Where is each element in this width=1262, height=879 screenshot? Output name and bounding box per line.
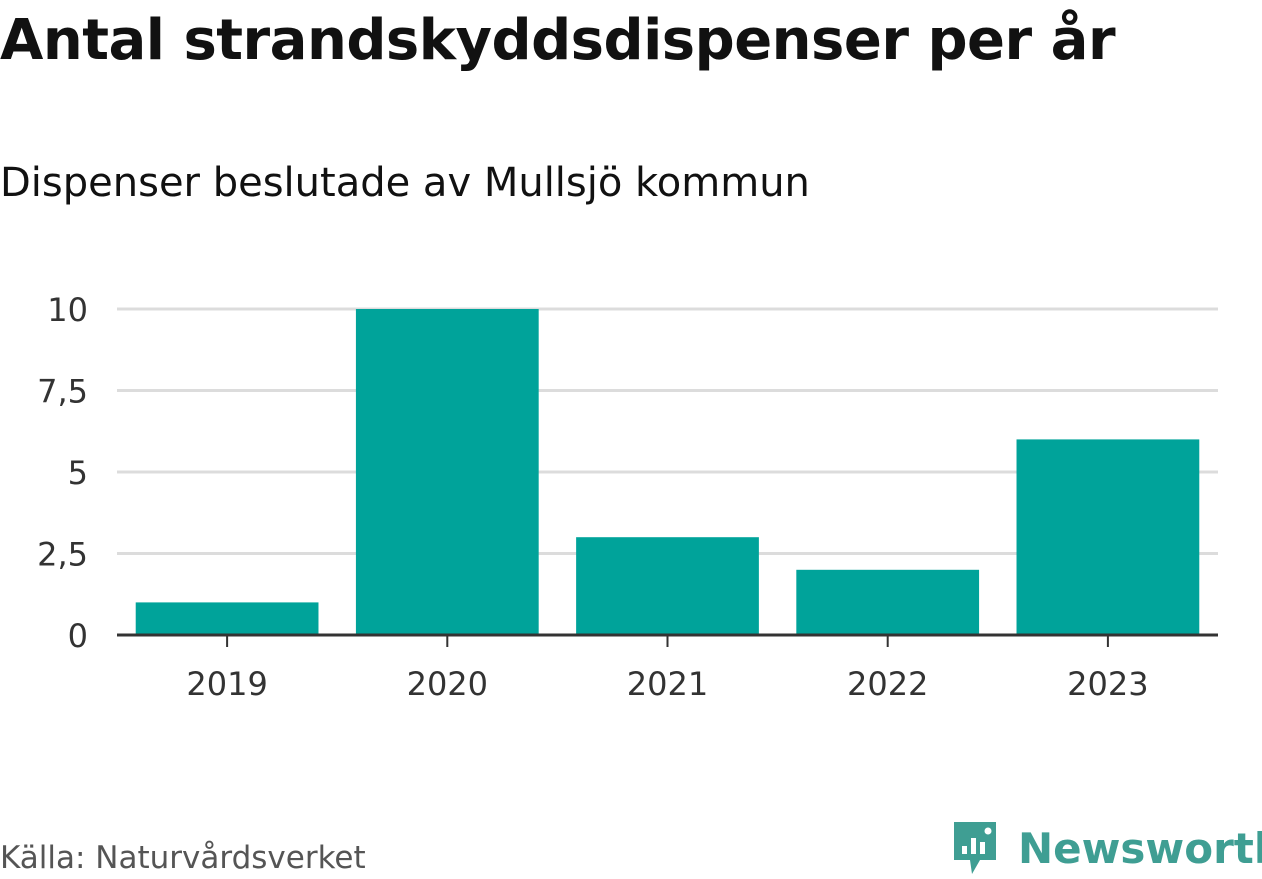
brand-name: Newsworthy (1018, 823, 1262, 873)
x-tick-label: 2019 (186, 665, 267, 703)
bar (355, 309, 539, 635)
bar (1016, 439, 1200, 635)
x-tick-label: 2021 (627, 665, 708, 703)
chart-subtitle: Dispenser beslutade av Mullsjö kommun (0, 160, 810, 206)
source-text: Källa: Naturvårdsverket (0, 840, 366, 876)
chart-title: Antal strandskyddsdispenser per år (0, 8, 1116, 73)
y-tick-label: 5 (68, 454, 88, 492)
y-tick-label: 0 (68, 617, 88, 655)
x-tick-label: 2020 (407, 665, 488, 703)
x-tick-label: 2022 (847, 665, 928, 703)
x-tick-label: 2023 (1067, 665, 1148, 703)
newsworthy-logo-icon (954, 822, 996, 874)
newsworthy-brand: Newsworthy (950, 818, 1262, 878)
bar (796, 569, 980, 635)
bar (576, 537, 759, 635)
y-tick-label: 2,5 (37, 536, 88, 574)
bar (135, 602, 319, 635)
y-tick-label: 7,5 (37, 373, 88, 411)
y-tick-label: 10 (47, 291, 88, 329)
